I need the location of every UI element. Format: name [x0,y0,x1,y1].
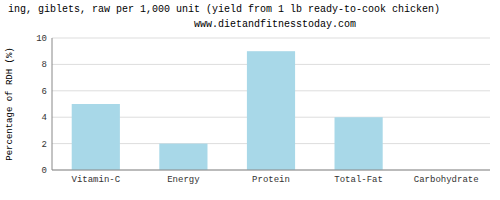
page: {"chart_data": {"type": "bar", "title": … [0,0,500,200]
grid-line [52,38,490,39]
bar [247,51,295,170]
y-tick-label: 4 [42,113,47,123]
x-axis: Vitamin-C Energy Protein Total-Fat Carbohydr… [71,175,478,185]
x-tick-label: Protein [252,175,290,185]
y-tick-label: 8 [42,60,47,70]
grid [52,38,490,170]
x-axis-line [52,170,490,171]
y-axis-line [52,38,53,170]
subtitle: www.dietandfitnesstoday.com [194,19,356,30]
y-tick-label: 2 [42,140,47,150]
bar [335,117,383,170]
bar [159,144,207,170]
y-axis: 0 2 4 6 8 10 [36,34,47,176]
chart: ing, giblets, raw per 1,000 unit (yield … [0,0,500,200]
x-tick-label: Carbohydrate [414,175,479,185]
y-tick-label: 10 [36,34,47,44]
bars [72,51,383,170]
bar [72,104,120,170]
y-axis-label: Percentage of RDH (%) [5,47,15,160]
y-tick-label: 0 [42,166,47,176]
background [0,0,500,200]
x-tick-label: Energy [167,175,200,185]
x-tick-label: Total-Fat [334,175,383,185]
grid-line [52,170,490,171]
y-tick-label: 6 [42,87,47,97]
x-tick-label: Vitamin-C [71,175,120,185]
title: ing, giblets, raw per 1,000 unit (yield … [8,4,440,15]
